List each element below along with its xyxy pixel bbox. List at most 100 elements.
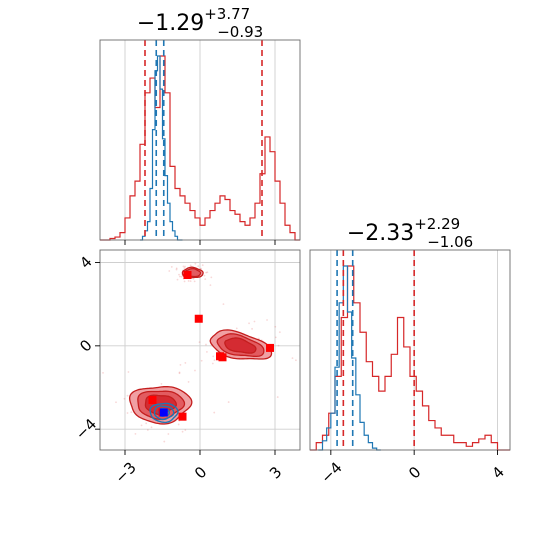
histogram-series-group — [100, 55, 300, 241]
x-tick-label: 0 — [405, 463, 424, 482]
y-tick-label: 0 — [76, 336, 95, 355]
scatter-point — [253, 320, 256, 323]
red-square-marker — [194, 314, 203, 323]
scatter-point — [200, 267, 203, 270]
y-tick-label: −4 — [72, 415, 100, 443]
grid-lines — [100, 250, 300, 450]
scatter-point — [140, 424, 143, 427]
scatter-point — [178, 275, 181, 278]
scatter-point — [175, 267, 178, 270]
scatter-point — [209, 284, 212, 287]
scatter-point — [248, 322, 250, 325]
scatter-point — [145, 422, 148, 425]
scatter-point — [184, 429, 187, 431]
scatter-point — [235, 327, 238, 330]
scatter-point — [184, 265, 186, 268]
scatter-point — [277, 344, 280, 347]
scatter-point — [175, 268, 178, 271]
red-square-marker — [178, 412, 187, 421]
marker-group — [148, 271, 274, 421]
x-axis-ticks: −3 0 3 — [112, 450, 285, 487]
scatter-point — [146, 429, 149, 431]
param2-title-sup: +2.29 — [414, 215, 460, 233]
quantile-lines-group — [144, 40, 263, 240]
param1-title-main: −1.29 — [137, 11, 204, 36]
red-square-marker — [183, 271, 192, 279]
y-axis-ticks: −4 0 4 — [72, 253, 100, 444]
scatter-point — [168, 270, 171, 272]
scatter-point — [266, 319, 268, 321]
scatter-point — [183, 267, 186, 269]
scatter-point — [160, 383, 163, 385]
scatter-point — [102, 371, 104, 374]
blue-contour-level-1 — [149, 402, 179, 424]
blue-square-marker — [159, 408, 168, 417]
scatter-point — [227, 401, 230, 403]
scatter-point — [213, 359, 216, 362]
x-tick-label: 3 — [266, 463, 285, 482]
scatter-point — [213, 411, 216, 414]
scatter-point — [181, 430, 184, 433]
scatter-point — [130, 411, 133, 414]
scatter-point — [126, 394, 129, 397]
param2-title-sub: −1.06 — [427, 233, 473, 251]
scatter-point — [206, 271, 209, 274]
scatter-point — [200, 359, 203, 362]
quantile-lines-group — [336, 250, 415, 450]
scatter-point — [201, 264, 204, 267]
y-tick-label: 4 — [76, 253, 95, 272]
red-histogram-series — [100, 55, 300, 241]
param1-title: −1.29+3.77 −0.93 — [137, 5, 263, 41]
scatter-point — [274, 336, 277, 339]
scatter-point — [178, 273, 180, 276]
scatter-point — [178, 372, 181, 375]
scatter-point — [274, 325, 277, 328]
scatter-point — [198, 341, 201, 344]
param2-title-main: −2.33 — [347, 221, 414, 246]
red-square-marker — [266, 343, 274, 352]
scatter-point — [197, 265, 200, 268]
red-histogram-series — [310, 265, 510, 451]
scatter-point — [115, 401, 117, 404]
x-axis-ticks — [124, 240, 276, 245]
scatter-point — [134, 432, 137, 435]
joint-contour-panel: −3 0 3 −4 0 4 — [72, 249, 301, 487]
param1-title-sub: −0.93 — [217, 23, 263, 41]
scatter-point — [179, 363, 182, 366]
scatter-point — [278, 331, 281, 334]
scatter-point — [123, 397, 126, 400]
grid-lines — [124, 40, 276, 240]
scatter-point — [205, 271, 208, 274]
scatter-point — [187, 280, 190, 282]
marginal-histogram-param1 — [99, 39, 301, 245]
scatter-point — [189, 280, 192, 282]
scatter-point — [163, 440, 166, 443]
scatter-point — [204, 278, 207, 281]
scatter-point — [210, 276, 213, 279]
scatter-point — [183, 280, 186, 283]
red-square-marker — [148, 396, 157, 404]
scatter-point — [291, 357, 294, 360]
scatter-point — [127, 371, 130, 373]
scatter-point — [193, 280, 196, 283]
scatter-point — [189, 264, 192, 267]
marginal-histogram-param2: −4 0 4 — [309, 249, 511, 487]
scatter-point — [184, 362, 187, 364]
scatter-point — [212, 355, 215, 358]
scatter-point — [295, 359, 297, 362]
contour-group — [128, 266, 273, 425]
scatter-point — [150, 426, 153, 429]
scatter-point — [126, 412, 129, 414]
scatter-point — [182, 265, 185, 268]
red-contour-level-3 — [224, 337, 257, 354]
blue-contour-level-2 — [153, 405, 175, 421]
scatter-point — [276, 396, 279, 398]
x-tick-label: 0 — [191, 463, 210, 482]
scatter-point — [194, 369, 196, 372]
scatter-point — [192, 277, 195, 280]
scatter-point — [177, 423, 180, 426]
x-tick-label: 4 — [488, 463, 507, 482]
scatter-point — [187, 381, 190, 383]
x-axis-ticks: −4 0 4 — [317, 450, 508, 487]
